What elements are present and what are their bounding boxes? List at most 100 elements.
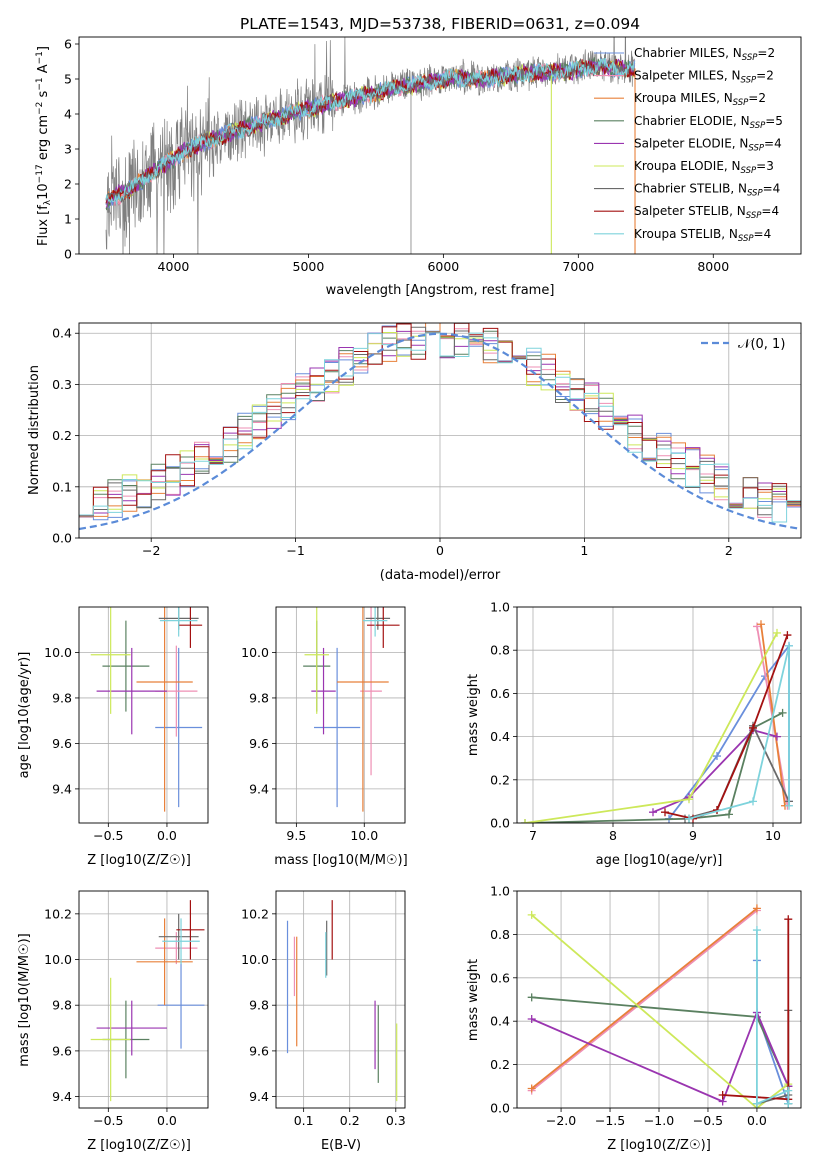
plot-area-residuals xyxy=(79,323,801,531)
tick-label-y: 0.4 xyxy=(52,326,72,341)
figure-title: PLATE=1543, MJD=53738, FIBERID=0631, z=0… xyxy=(240,15,640,33)
errorbar-salpeter-elodie xyxy=(311,647,336,735)
x-axis-label: mass [log10(M/M☉)] xyxy=(274,853,407,868)
tick-label-x: 10 xyxy=(765,828,781,843)
series-marker xyxy=(725,810,733,819)
tick-label-y: 9.4 xyxy=(249,1089,269,1104)
series-line xyxy=(652,729,778,814)
tick-label-y: 10.0 xyxy=(241,952,269,967)
axes-frame xyxy=(516,890,802,1109)
legend-label-chabrier-stelib: Chabrier STELIB, NSSP=4 xyxy=(634,182,780,199)
axes-frame xyxy=(516,606,802,824)
series-marker xyxy=(773,628,781,637)
y-axis-label: mass weight xyxy=(466,959,481,1041)
tick-label-x: −0.5 xyxy=(93,828,123,843)
tick-label-y: 0.6 xyxy=(490,970,510,985)
tick-label-y: 0.6 xyxy=(490,686,510,701)
errorbar-salpeter-elodie xyxy=(96,647,167,735)
tick-label-x: −0.5 xyxy=(93,1113,123,1128)
tick-label-x: 8000 xyxy=(697,259,729,274)
axes-mass_vs_EBV: 0.1 0.2 0.3 9.4 9.6 9.8 10.0 10.2 E(B-V) xyxy=(241,890,406,1153)
axes-weight_vs_Z: −2.0 −1.5 −1.0 −0.5 0.0 0.0 0.2 0.4 0.6 0.8 1.0 Z [… xyxy=(466,884,802,1153)
axes-frame xyxy=(78,606,209,824)
legend-label-chabrier-elodie: Chabrier ELODIE, NSSP=5 xyxy=(634,114,783,131)
legend-label-salpeter-miles: Salpeter MILES, NSSP=2 xyxy=(634,69,774,86)
series-marker xyxy=(752,1099,761,1108)
series-marker xyxy=(749,723,757,732)
tick-label-y: 9.8 xyxy=(52,690,72,705)
tick-label-y: 0.0 xyxy=(490,1101,510,1116)
plot-area-age_vs_Z xyxy=(90,607,203,812)
series-marker xyxy=(713,752,721,761)
tick-label-x: 0.2 xyxy=(340,1113,360,1128)
axes-residuals: −2 −1 0 1 2 0.0 0.1 0.2 0.3 0.4 (data-model)/error… xyxy=(27,322,802,583)
axes-frame xyxy=(78,36,802,255)
series-line xyxy=(531,909,758,1092)
series-marker xyxy=(718,1090,727,1099)
tick-label-y: 0.8 xyxy=(490,643,510,658)
tick-label-y: 9.8 xyxy=(249,690,269,705)
tick-label-x: −0.5 xyxy=(693,1113,723,1128)
tick-label-x: 10.0 xyxy=(350,828,378,843)
tick-label-y: 0.8 xyxy=(490,927,510,942)
errorbar-kroupa-stelib xyxy=(362,607,388,637)
series-marker xyxy=(521,819,529,823)
x-axis-label: Z [log10(Z/Z☉)] xyxy=(607,1138,711,1153)
axes-weight_vs_age: 7 8 9 10 0.0 0.2 0.4 0.6 0.8 1.0 age [log10(age/yr… xyxy=(466,600,802,868)
series-line xyxy=(531,1010,790,1103)
histogram-kroupa-stelib xyxy=(79,332,801,523)
model-line-salpeter-stelib xyxy=(105,58,636,205)
tick-label-y: 1.0 xyxy=(490,600,510,615)
errorbar-kroupa-elodie xyxy=(90,607,131,714)
series-line xyxy=(688,645,790,820)
tick-label-x: 6000 xyxy=(427,259,459,274)
series-line xyxy=(531,907,758,1090)
errorbar-kroupa-miles xyxy=(136,607,193,812)
tick-label-y: 0.4 xyxy=(490,1014,510,1029)
axes-mass_vs_Z: −0.5 0.0 9.4 9.6 9.8 10.0 10.2 Z [log10(Z/Z☉)] m… xyxy=(17,890,209,1153)
series-marker xyxy=(527,1015,536,1024)
series-marker xyxy=(757,620,765,629)
tick-label-y: 5 xyxy=(64,72,72,87)
tick-label-y: 9.6 xyxy=(249,1043,269,1058)
x-axis-label: Z [log10(Z/Z☉)] xyxy=(87,1138,191,1153)
tick-label-x: 8 xyxy=(609,828,617,843)
y-axis-label: mass weight xyxy=(466,674,481,756)
series-marker xyxy=(685,795,693,804)
errorbar-kroupa-stelib xyxy=(159,607,198,637)
series-marker xyxy=(527,910,536,919)
series-marker xyxy=(661,808,669,817)
normal-curve xyxy=(79,332,801,531)
errorbar-salpeter-stelib xyxy=(178,607,203,648)
legend-label-salpeter-elodie: Salpeter ELODIE, NSSP=4 xyxy=(634,136,782,153)
series-marker xyxy=(785,641,793,650)
errorbar-chabrier-stelib xyxy=(158,913,199,960)
tick-label-x: −2.0 xyxy=(546,1113,576,1128)
errorbar-kroupa-stelib xyxy=(162,918,200,965)
plot-area-weight_vs_age xyxy=(521,620,793,823)
tick-label-y: 0.1 xyxy=(52,479,72,494)
tick-label-x: 5000 xyxy=(293,259,325,274)
series-marker xyxy=(685,814,693,823)
tick-label-x: 7000 xyxy=(562,259,594,274)
tick-label-y: 0 xyxy=(64,247,72,262)
legend-label-salpeter-stelib: Salpeter STELIB, NSSP=4 xyxy=(634,204,779,221)
x-axis-label: (data-model)/error xyxy=(380,568,501,583)
series-line xyxy=(531,914,789,1108)
y-axis-label: Flux [fλ10−17 erg cm−2 s−1 A−1] xyxy=(35,46,53,246)
legend-label-normal: 𝒩(0, 1) xyxy=(738,337,785,352)
errorbar-kroupa-miles xyxy=(337,607,389,812)
tick-label-x: −2 xyxy=(142,543,160,558)
tick-label-y: 9.4 xyxy=(52,781,72,796)
legend-label-kroupa-elodie: Kroupa ELODIE, NSSP=3 xyxy=(634,159,774,176)
series-marker xyxy=(778,708,787,717)
plot-area-mass_vs_Z xyxy=(90,900,205,1102)
x-axis-label: wavelength [Angstrom, rest frame] xyxy=(326,283,555,298)
tick-label-y: 10.0 xyxy=(241,645,269,660)
series-marker xyxy=(752,926,761,935)
tick-label-x: −1.5 xyxy=(595,1113,625,1128)
errorbar-chabrier-miles xyxy=(155,647,203,808)
tick-label-y: 10.0 xyxy=(44,952,72,967)
tick-label-x: 0 xyxy=(436,543,444,558)
tick-label-y: 1.0 xyxy=(490,884,510,899)
